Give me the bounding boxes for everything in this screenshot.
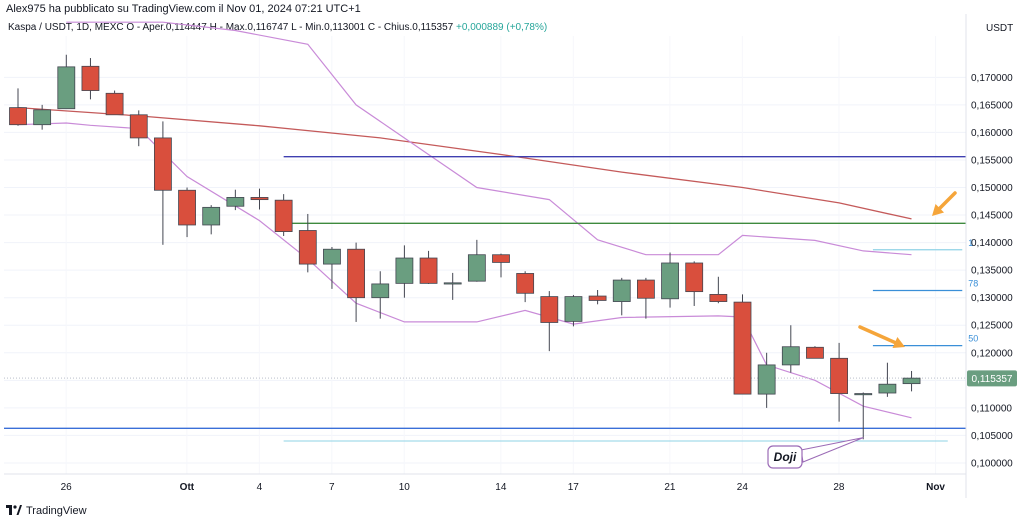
publisher-header: Alex975 ha pubblicato su TradingView.com… — [6, 3, 361, 15]
candle-down — [178, 189, 196, 226]
footer-brand: TradingView — [6, 503, 87, 518]
price-change: +0,000889 (+0,78%) — [456, 22, 548, 33]
footer-brand-text: TradingView — [26, 504, 87, 517]
y-tick-label: 0,120000 — [971, 348, 1013, 359]
x-tick-label: 26 — [61, 482, 73, 493]
arrow-head — [932, 203, 945, 216]
y-tick-label: 0,140000 — [971, 238, 1013, 249]
candle-down — [298, 230, 317, 265]
candle-up — [564, 296, 583, 322]
candle-down — [685, 262, 704, 293]
x-tick-label: Ott — [180, 482, 195, 493]
candle-up — [226, 197, 245, 207]
candles — [9, 54, 921, 440]
y-tick-label: 0,135000 — [971, 266, 1013, 277]
y-tick-label: 0,155000 — [971, 155, 1013, 166]
x-tick-label: 24 — [737, 482, 749, 493]
candle-down — [588, 295, 607, 301]
candle-down — [129, 114, 148, 139]
last-price-badge — [967, 370, 1017, 387]
candle-up — [757, 364, 776, 395]
y-tick-label: 0,165000 — [971, 100, 1013, 111]
candle-down — [733, 301, 752, 395]
candle-up — [33, 109, 52, 126]
x-tick-label: 17 — [568, 482, 580, 493]
candle-down — [516, 273, 535, 294]
doji-callout[interactable]: Doji — [767, 437, 864, 469]
x-tick-label: 4 — [257, 482, 263, 493]
callout-text: Doji — [774, 450, 797, 464]
candle-up — [854, 393, 873, 396]
candle-down — [81, 65, 100, 91]
arrow-head — [892, 337, 905, 349]
y-tick-label: 0,110000 — [971, 403, 1012, 414]
y-tick-label: 0,150000 — [971, 183, 1013, 194]
candle-up — [467, 254, 486, 282]
candle-up — [902, 377, 921, 385]
y-tick-label: 0,100000 — [971, 458, 1013, 469]
drawn-levels[interactable]: 1 78 50 — [4, 155, 978, 442]
symbol-name[interactable]: Kaspa / USDT, 1D, MEXC — [8, 22, 124, 33]
last-price-label: 0,115357 — [972, 374, 1013, 385]
candle-down — [540, 296, 559, 323]
x-tick-label: 21 — [664, 482, 676, 493]
fib-level-label: 50 — [968, 334, 978, 344]
symbol-info-line: Kaspa / USDT, 1D, MEXC O - Aper.0,114447… — [8, 22, 547, 33]
candle-up — [661, 262, 679, 300]
arrow-to-moving-average[interactable] — [932, 191, 957, 216]
candle-down — [492, 254, 510, 263]
candle-down — [250, 197, 269, 201]
candle-up — [612, 279, 631, 302]
y-tick-label: 0,105000 — [971, 431, 1013, 442]
candle-down — [637, 279, 655, 299]
x-tick-label: 28 — [833, 482, 845, 493]
x-tick-label: 14 — [495, 482, 507, 493]
candle-up — [57, 66, 76, 110]
price-axis-currency: USDT — [986, 23, 1013, 34]
y-tick-label: 0,130000 — [971, 293, 1013, 304]
indicators — [17, 21, 912, 419]
y-tick-label: 0,125000 — [971, 321, 1013, 332]
arrow-to-fib-level[interactable] — [858, 325, 905, 349]
candle-down — [153, 137, 172, 191]
candle-up — [323, 248, 341, 265]
candle-up — [781, 346, 800, 366]
axes: USDT 0,170000 0,165000 0,160000 0,155000 0,15… — [4, 14, 1017, 498]
y-tick-label: 0,170000 — [971, 73, 1013, 84]
candle-down — [347, 248, 366, 299]
arrow-shaft — [938, 191, 957, 210]
y-tick-label: 0,160000 — [971, 128, 1013, 139]
candle-down — [274, 199, 293, 232]
candle-up — [202, 206, 221, 226]
candle-down — [105, 92, 124, 116]
candle-down — [9, 107, 27, 126]
annotations[interactable]: Doji — [767, 191, 957, 469]
x-tick-label: Nov — [926, 482, 945, 493]
tradingview-logo-icon — [6, 503, 22, 518]
arrow-shaft — [858, 325, 897, 345]
candle-down — [806, 346, 824, 359]
x-tick-label: 7 — [329, 482, 335, 493]
upper-band-line — [66, 21, 912, 256]
candle-up — [371, 283, 390, 299]
candle-down — [709, 293, 728, 302]
callout-box — [767, 445, 803, 469]
candle-down — [830, 357, 848, 394]
candle-up — [395, 257, 414, 284]
fib-level-label: 78 — [968, 279, 978, 289]
x-tick-label: 10 — [399, 482, 411, 493]
candle-down — [419, 257, 438, 284]
y-tick-label: 0,145000 — [971, 211, 1013, 222]
ohlc-values: O - Aper.0,114447 H - Max.0,116747 L - M… — [126, 22, 454, 33]
moving-average-line — [17, 106, 912, 220]
fib-level-label: 1 — [968, 238, 973, 248]
candle-up — [443, 282, 462, 285]
candle-up — [878, 383, 897, 394]
